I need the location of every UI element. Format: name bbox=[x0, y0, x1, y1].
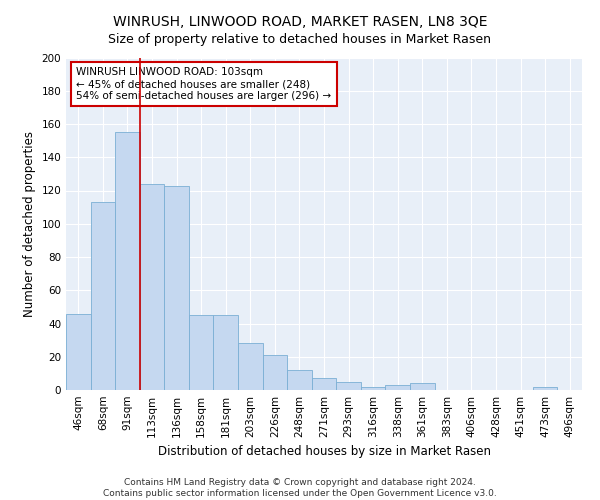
Bar bbox=[189, 315, 214, 390]
Bar bbox=[263, 355, 287, 390]
Text: Size of property relative to detached houses in Market Rasen: Size of property relative to detached ho… bbox=[109, 32, 491, 46]
Bar bbox=[115, 132, 140, 390]
Text: Contains HM Land Registry data © Crown copyright and database right 2024.
Contai: Contains HM Land Registry data © Crown c… bbox=[103, 478, 497, 498]
Bar bbox=[533, 386, 557, 390]
Bar bbox=[164, 186, 189, 390]
Bar bbox=[66, 314, 91, 390]
Y-axis label: Number of detached properties: Number of detached properties bbox=[23, 130, 36, 317]
Text: WINRUSH LINWOOD ROAD: 103sqm
← 45% of detached houses are smaller (248)
54% of s: WINRUSH LINWOOD ROAD: 103sqm ← 45% of de… bbox=[76, 68, 331, 100]
Bar bbox=[238, 344, 263, 390]
Bar bbox=[140, 184, 164, 390]
Bar bbox=[312, 378, 336, 390]
Bar bbox=[410, 384, 434, 390]
Bar bbox=[214, 315, 238, 390]
Bar bbox=[287, 370, 312, 390]
Bar bbox=[361, 386, 385, 390]
Bar bbox=[385, 385, 410, 390]
Bar bbox=[91, 202, 115, 390]
X-axis label: Distribution of detached houses by size in Market Rasen: Distribution of detached houses by size … bbox=[157, 446, 491, 458]
Text: WINRUSH, LINWOOD ROAD, MARKET RASEN, LN8 3QE: WINRUSH, LINWOOD ROAD, MARKET RASEN, LN8… bbox=[113, 15, 487, 29]
Bar bbox=[336, 382, 361, 390]
